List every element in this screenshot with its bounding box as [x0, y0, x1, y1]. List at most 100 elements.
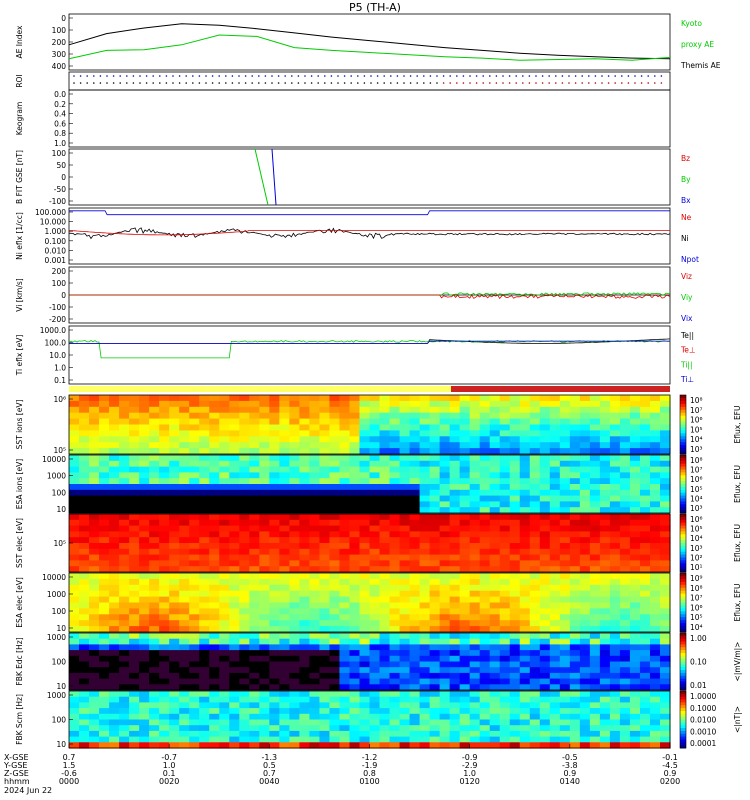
spectrogram-cell	[109, 684, 120, 691]
spectrogram-cell	[249, 478, 260, 485]
spectrogram-cell	[449, 602, 461, 609]
spectrogram-cell	[479, 400, 491, 408]
spectrogram-cell	[539, 730, 551, 738]
spectrogram-cell	[169, 742, 180, 749]
spectrogram-cell	[629, 691, 641, 698]
spectrogram-cell	[79, 573, 90, 580]
spectrogram-cell	[409, 730, 421, 738]
spectrogram-cell	[589, 537, 601, 544]
spectrogram-cell	[209, 696, 220, 703]
colorbar-segment	[680, 481, 686, 485]
spectrogram-cell	[429, 620, 441, 627]
spectrogram-cell	[89, 742, 100, 749]
spectrogram-cell	[259, 514, 270, 521]
spectrogram-cell	[249, 708, 260, 715]
spectrogram-cell	[659, 713, 671, 721]
spectrogram-cell	[209, 442, 220, 449]
spectrogram-cell	[79, 696, 90, 703]
spectrogram-cell	[649, 466, 661, 473]
spectrogram-cell	[439, 596, 451, 604]
spectrogram-cell	[259, 696, 270, 703]
spectrogram-cell	[309, 430, 321, 437]
spectrogram-cell	[639, 573, 651, 580]
spectrogram-cell	[279, 584, 290, 592]
spectrogram-cell	[509, 626, 521, 633]
spectrogram-cell	[529, 554, 541, 561]
spectrogram-cell	[99, 566, 110, 573]
spectrogram-cell	[129, 525, 140, 532]
spectrogram-cell	[89, 638, 100, 645]
spectrogram-cell	[99, 661, 110, 668]
spectrogram-cell	[639, 548, 651, 556]
spectrogram-cell	[89, 548, 100, 556]
spectrogram-cell	[299, 730, 310, 738]
spectrogram-cell	[419, 489, 431, 497]
spectrogram-cell	[479, 501, 491, 508]
spectrogram-cell	[649, 507, 661, 514]
spectrogram-cell	[509, 495, 521, 502]
y-tick-label: 10	[56, 740, 66, 749]
spectrogram-cell	[509, 519, 521, 527]
spectrogram-cell	[409, 620, 421, 627]
spectrogram-cell	[599, 501, 611, 508]
spectrogram-cell	[469, 638, 481, 645]
spectrogram-cell	[169, 696, 180, 703]
spectrogram-cell	[629, 614, 641, 621]
spectrogram-cell	[639, 742, 651, 749]
spectrogram-cell	[369, 584, 381, 592]
colorbar-segment	[680, 733, 686, 738]
spectrogram-cell	[89, 661, 100, 668]
spectrogram-cell	[89, 691, 100, 698]
spectrogram-cell	[509, 736, 521, 743]
roi-dot	[264, 82, 267, 84]
spectrogram-cell	[149, 730, 160, 738]
spectrogram-cell	[249, 566, 260, 573]
spectrogram-cell	[569, 395, 581, 402]
spectrogram-cell	[379, 620, 391, 627]
spectrogram-cell	[649, 713, 661, 721]
spectrogram-cell	[399, 655, 411, 663]
spectrogram-cell	[69, 742, 80, 749]
spectrogram-cell	[159, 678, 170, 685]
spectrogram-cell	[529, 702, 541, 709]
spectrogram-cell	[369, 650, 381, 657]
spectrogram-cell	[389, 448, 401, 455]
spectrogram-cell	[279, 566, 290, 573]
spectrogram-cell	[599, 418, 611, 426]
spectrogram-cell	[349, 696, 361, 703]
spectrogram-cell	[399, 713, 411, 721]
spectrogram-cell	[549, 650, 561, 657]
spectrogram-cell	[509, 478, 521, 485]
spectrogram-cell	[69, 661, 80, 668]
spectrogram-cell	[119, 620, 130, 627]
spectrogram-cell	[299, 725, 310, 732]
spectrogram-cell	[659, 644, 671, 651]
spectrogram-cell	[359, 667, 371, 674]
spectrogram-cell	[579, 448, 591, 455]
spectrogram-cell	[79, 531, 90, 538]
spectrogram-cell	[649, 719, 661, 726]
roi-dot	[185, 75, 187, 77]
spectrogram-cell	[159, 730, 170, 738]
spectrogram-cell	[469, 736, 481, 743]
spectrogram-cell	[139, 442, 150, 449]
spectrogram-cell	[219, 678, 230, 685]
spectrogram-cell	[449, 702, 461, 709]
spectrogram-cell	[479, 484, 491, 491]
spectrogram-cell	[269, 466, 280, 473]
spectrogram-cell	[249, 484, 260, 491]
spectrogram-cell	[449, 489, 461, 497]
spectrogram-cell	[409, 638, 421, 645]
spectrogram-cell	[69, 626, 80, 633]
spectrogram-cell	[619, 418, 631, 426]
spectrogram-cell	[159, 596, 170, 604]
spectrogram-cell	[299, 537, 310, 544]
spectrogram-cell	[659, 573, 671, 580]
spectrogram-cell	[609, 430, 621, 437]
spectrogram-cell	[299, 560, 310, 567]
spectrogram-cell	[479, 519, 491, 527]
spectrogram-cell	[349, 460, 361, 468]
spectrogram-cell	[649, 566, 661, 573]
spectrogram-cell	[289, 620, 300, 627]
